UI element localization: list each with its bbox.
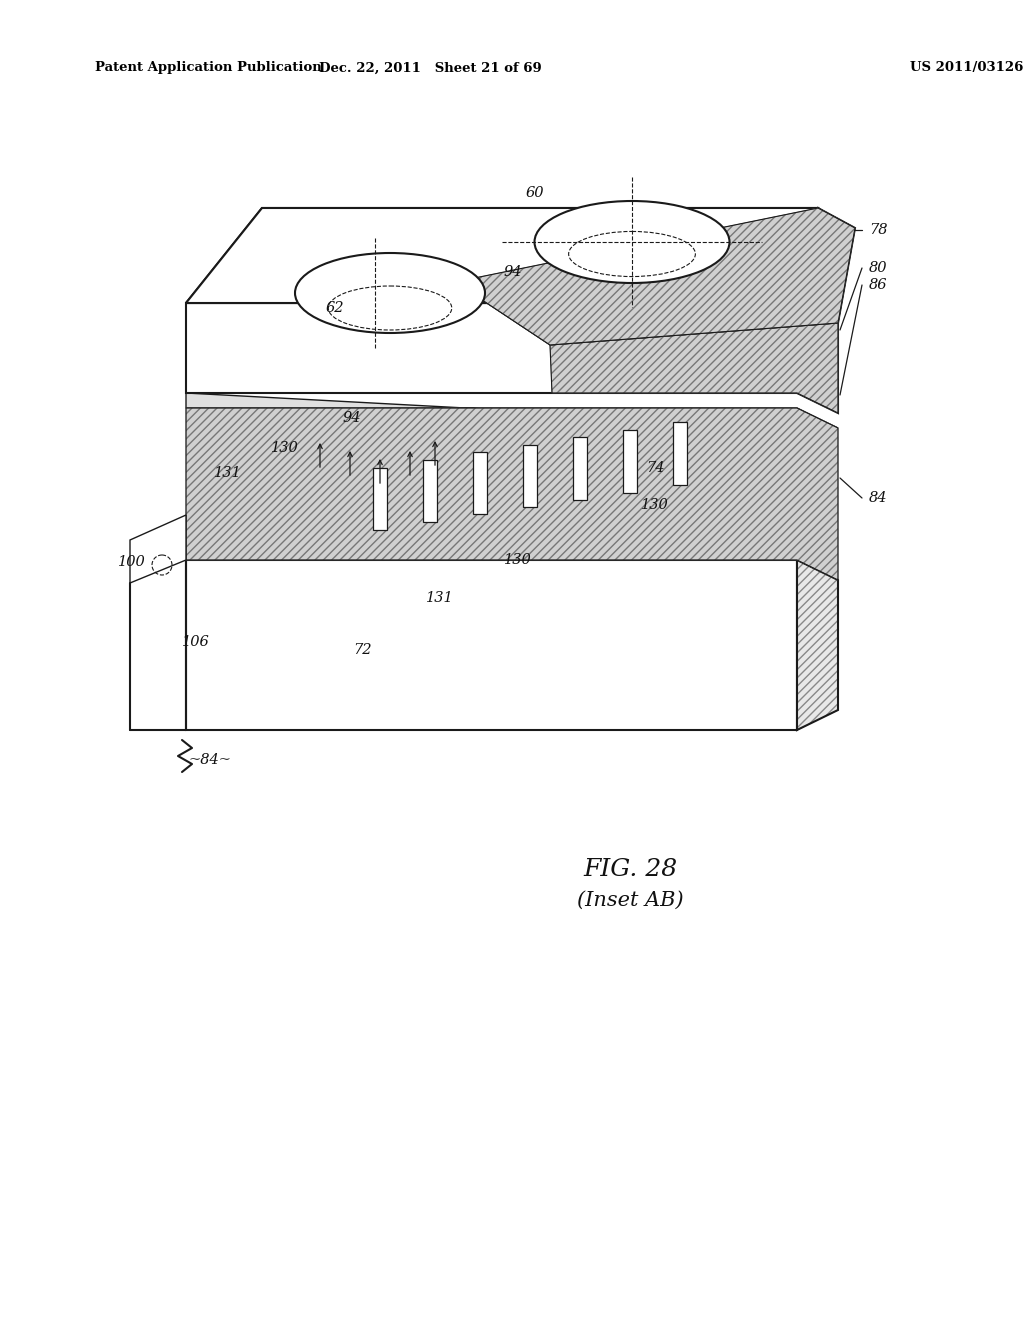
Text: US 2011/0312608 A1: US 2011/0312608 A1 xyxy=(910,62,1024,74)
Text: 130: 130 xyxy=(641,498,669,512)
Text: 80: 80 xyxy=(868,261,887,275)
Polygon shape xyxy=(473,451,487,513)
Polygon shape xyxy=(186,209,818,304)
Polygon shape xyxy=(523,445,537,507)
Text: 60: 60 xyxy=(525,186,544,201)
Text: 72: 72 xyxy=(352,643,372,657)
Polygon shape xyxy=(423,459,437,521)
Text: 86: 86 xyxy=(868,279,887,292)
Polygon shape xyxy=(186,560,797,730)
Text: 84: 84 xyxy=(868,491,887,506)
Text: 100: 100 xyxy=(118,554,145,569)
Polygon shape xyxy=(573,437,587,500)
Polygon shape xyxy=(455,209,855,345)
Polygon shape xyxy=(373,469,387,531)
Text: 74: 74 xyxy=(646,461,665,475)
Polygon shape xyxy=(455,209,855,345)
Text: 94: 94 xyxy=(343,411,361,425)
Polygon shape xyxy=(673,422,687,484)
Polygon shape xyxy=(797,560,838,730)
Polygon shape xyxy=(186,408,838,579)
Polygon shape xyxy=(623,430,637,492)
Text: 62: 62 xyxy=(326,301,344,315)
Ellipse shape xyxy=(295,253,485,333)
Text: Patent Application Publication: Patent Application Publication xyxy=(95,62,322,74)
Polygon shape xyxy=(550,323,838,413)
Polygon shape xyxy=(130,515,186,583)
Polygon shape xyxy=(186,209,818,304)
Polygon shape xyxy=(797,304,838,413)
Text: 131: 131 xyxy=(426,591,454,605)
Text: 130: 130 xyxy=(504,553,531,568)
Polygon shape xyxy=(186,304,797,393)
Polygon shape xyxy=(186,393,838,428)
Text: (Inset AB): (Inset AB) xyxy=(577,891,683,909)
Text: 94: 94 xyxy=(504,265,522,279)
Text: Dec. 22, 2011   Sheet 21 of 69: Dec. 22, 2011 Sheet 21 of 69 xyxy=(318,62,542,74)
Ellipse shape xyxy=(535,201,729,282)
Polygon shape xyxy=(797,209,855,323)
Text: ~84~: ~84~ xyxy=(188,752,231,767)
Text: 131: 131 xyxy=(214,466,242,480)
Text: 106: 106 xyxy=(182,635,210,649)
Text: FIG. 28: FIG. 28 xyxy=(583,858,677,882)
Text: 78: 78 xyxy=(868,223,887,238)
Text: 130: 130 xyxy=(271,441,299,455)
